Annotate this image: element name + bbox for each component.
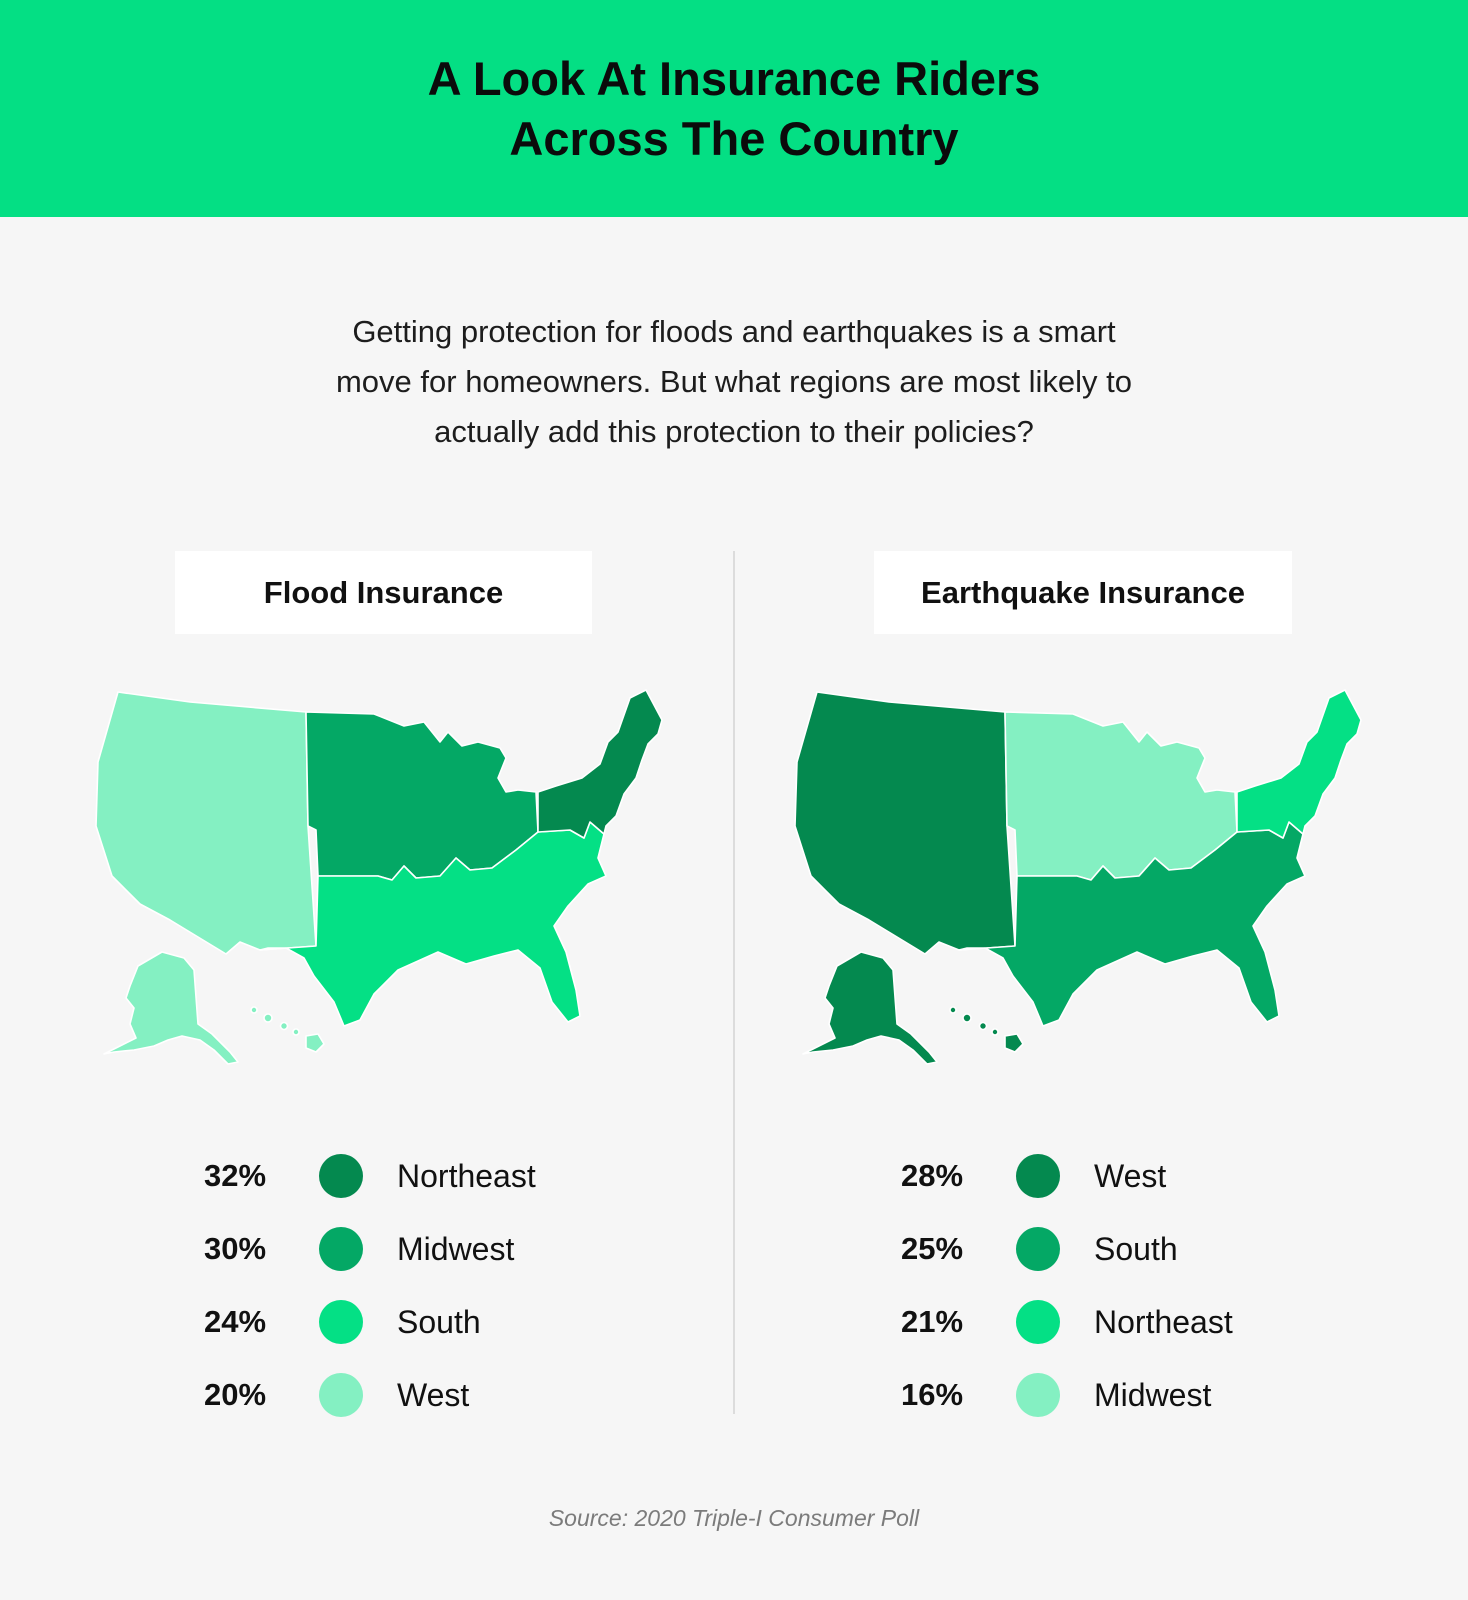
intro-line-1: Getting protection for floods and earthq… — [352, 314, 1116, 349]
flood-insurance-map — [95, 689, 663, 1065]
legend-region: West — [397, 1377, 470, 1413]
legend-swatch — [319, 1373, 363, 1417]
legend-region: South — [397, 1304, 481, 1340]
page-title: A Look At Insurance Riders Across The Co… — [428, 49, 1041, 169]
legend-region: South — [1094, 1231, 1178, 1267]
legend-row: 25% South — [882, 1223, 1282, 1296]
flood-insurance-title: Flood Insurance — [175, 551, 592, 634]
earthquake-insurance-map — [794, 689, 1362, 1065]
region-alaska — [103, 951, 239, 1065]
legend-percent: 16% — [900, 1377, 964, 1412]
region-midwest — [305, 711, 539, 881]
region-south — [958, 821, 1306, 1027]
intro-line-2: move for homeowners. But what regions ar… — [335, 364, 1132, 399]
legend-percent: 24% — [203, 1304, 267, 1339]
legend-swatch — [319, 1154, 363, 1198]
legend-swatch — [1016, 1227, 1060, 1271]
legend-percent: 30% — [203, 1231, 267, 1266]
region-hawaii — [250, 1006, 325, 1053]
region-west — [95, 691, 317, 955]
legend-region: West — [1094, 1158, 1167, 1194]
legend-percent: 25% — [900, 1231, 964, 1266]
intro-line-3: actually add this protection to their po… — [434, 414, 1034, 449]
legend-swatch — [319, 1300, 363, 1344]
legend-swatch — [319, 1227, 363, 1271]
header-banner: A Look At Insurance Riders Across The Co… — [0, 0, 1468, 217]
legend-row: 32% Northeast — [185, 1150, 585, 1223]
panel-divider — [733, 551, 735, 1414]
legend-percent: 21% — [900, 1304, 964, 1339]
region-northeast — [1236, 689, 1362, 839]
legend-row: 28% West — [882, 1150, 1282, 1223]
flood-legend: 32% Northeast 30% Midwest 24% South 20% … — [185, 1150, 585, 1442]
legend-region: Northeast — [397, 1158, 536, 1194]
legend-swatch — [1016, 1300, 1060, 1344]
legend-row: 30% Midwest — [185, 1223, 585, 1296]
legend-percent: 28% — [900, 1158, 964, 1193]
legend-percent: 20% — [203, 1377, 267, 1412]
legend-region: Midwest — [397, 1231, 515, 1267]
intro-text: Getting protection for floods and earthq… — [254, 307, 1214, 457]
legend-region: Northeast — [1094, 1304, 1233, 1340]
legend-row: 21% Northeast — [882, 1296, 1282, 1369]
legend-region: Midwest — [1094, 1377, 1212, 1413]
region-hawaii — [949, 1006, 1024, 1053]
legend-percent: 32% — [203, 1158, 267, 1193]
earthquake-insurance-title: Earthquake Insurance — [874, 551, 1292, 634]
region-west — [794, 691, 1016, 955]
legend-swatch — [1016, 1373, 1060, 1417]
legend-row: 20% West — [185, 1369, 585, 1442]
legend-swatch — [1016, 1154, 1060, 1198]
legend-row: 16% Midwest — [882, 1369, 1282, 1442]
earthquake-legend: 28% West 25% South 21% Northeast 16% Mid… — [882, 1150, 1282, 1442]
region-south — [259, 821, 607, 1027]
region-midwest — [1004, 711, 1238, 881]
legend-row: 24% South — [185, 1296, 585, 1369]
source-citation: Source: 2020 Triple-I Consumer Poll — [548, 1505, 920, 1531]
region-northeast — [537, 689, 663, 839]
title-line-1: A Look At Insurance Riders — [427, 51, 1041, 105]
region-alaska — [802, 951, 938, 1065]
title-line-2: Across The Country — [509, 111, 959, 165]
